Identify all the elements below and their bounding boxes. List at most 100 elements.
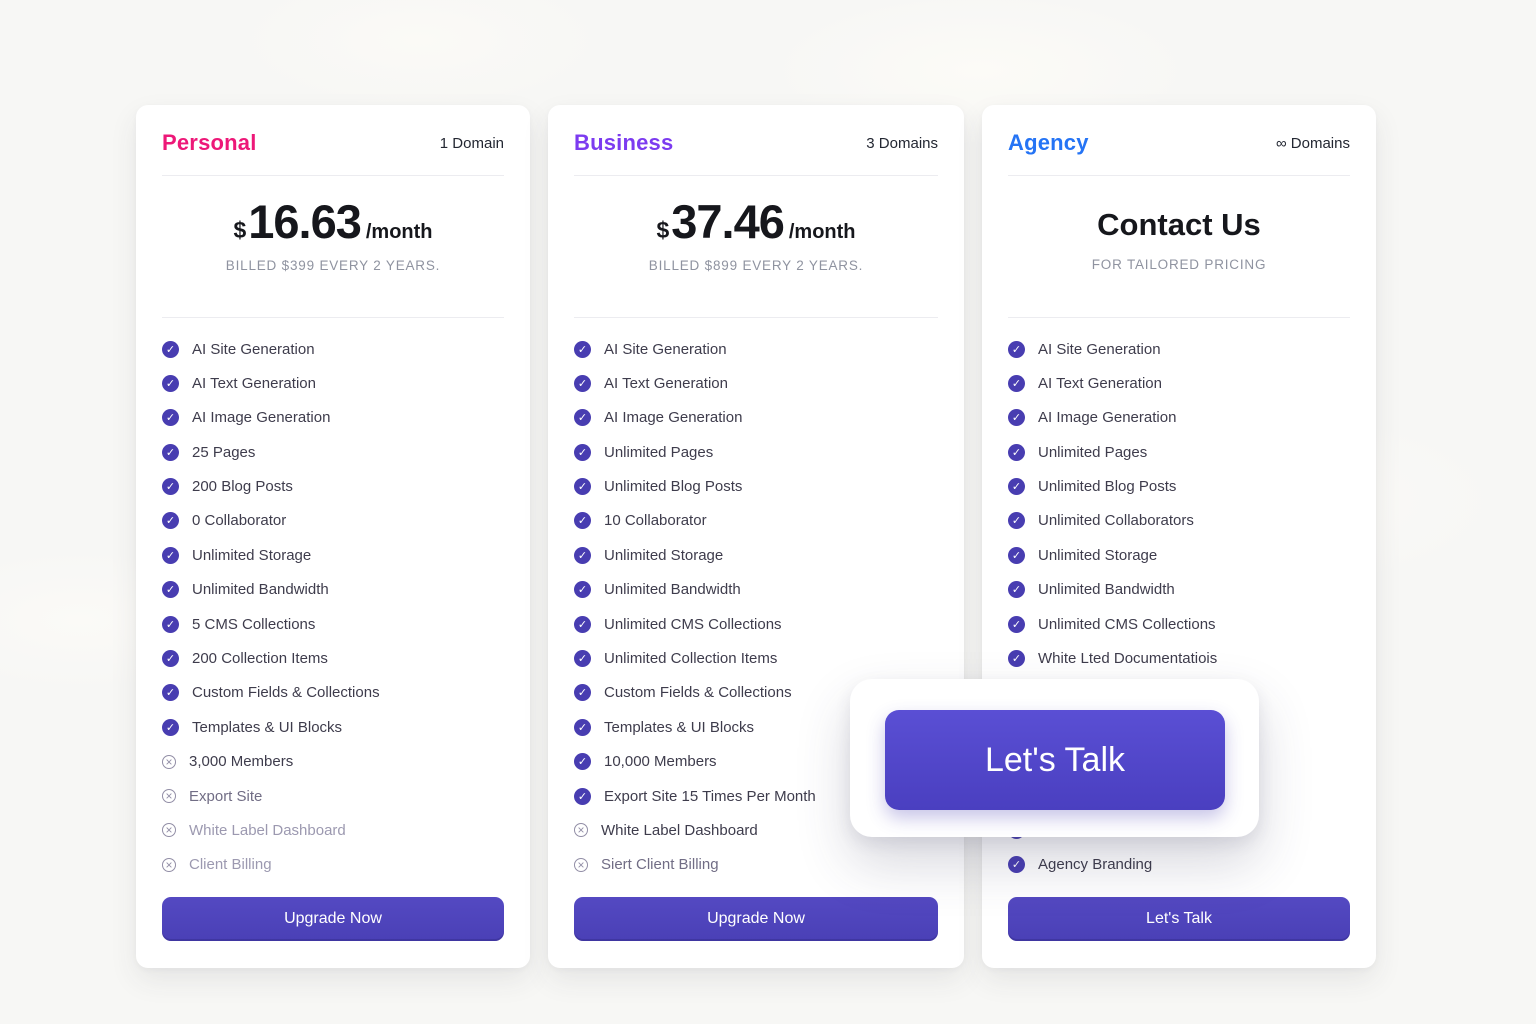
feature-label: Unlimited CMS Collections	[1038, 615, 1216, 633]
check-icon: ✓	[1008, 374, 1025, 392]
feature-list: ✓ AI Site Generation ✓ AI Text Generation ✓ A…	[162, 340, 504, 874]
feature-label: Templates & UI Blocks	[604, 718, 755, 736]
feature-row: × White Label Dashboard	[574, 821, 938, 839]
lets-talk-popup-button[interactable]: Let's Talk	[885, 710, 1225, 810]
feature-row: × 3,000 Members	[162, 753, 504, 771]
feature-row: ✓ Unlimited Bandwidth	[1008, 581, 1350, 599]
price-line: $ 37.46 /month	[574, 194, 938, 250]
check-icon: ✓	[574, 787, 591, 805]
feature-label: 0 Collaborator	[192, 512, 287, 530]
feature-row: ✓ Unlimited Blog Posts	[574, 478, 938, 496]
feature-row: ✓ 200 Collection Items	[162, 650, 504, 668]
feature-row: ✓ 10,000 Members	[574, 753, 938, 771]
cross-icon: ×	[574, 823, 588, 838]
feature-label: AI Site Generation	[604, 340, 727, 358]
check-icon: ✓	[162, 718, 179, 736]
feature-row: × White Label Dashboard	[162, 821, 504, 839]
feature-label: Siert Client Billing	[601, 856, 719, 874]
check-icon: ✓	[574, 684, 591, 702]
check-icon: ✓	[162, 443, 179, 461]
check-icon: ✓	[574, 615, 591, 633]
feature-label: 200 Blog Posts	[192, 478, 293, 496]
feature-row: ✓ Agency Branding	[1008, 856, 1350, 874]
check-icon: ✓	[574, 512, 591, 530]
feature-label: AI Image Generation	[192, 409, 331, 427]
feature-label: Client Billing	[189, 856, 272, 874]
contact-title: Contact Us	[1097, 207, 1261, 242]
feature-row: × Export Site	[162, 787, 504, 805]
check-icon: ✓	[162, 409, 179, 427]
feature-row: ✓ 10 Collaborator	[574, 512, 938, 530]
feature-label: Unlimited Storage	[604, 546, 724, 564]
lets-talk-button[interactable]: Let's Talk	[1008, 897, 1350, 941]
feature-row: × Siert Client Billing	[574, 856, 938, 874]
plan-name: Agency	[1008, 130, 1089, 155]
check-icon: ✓	[162, 546, 179, 564]
check-icon: ✓	[162, 478, 179, 496]
feature-row: ✓ Unlimited Pages	[574, 443, 938, 461]
check-icon: ✓	[162, 684, 179, 702]
divider	[162, 175, 504, 176]
feature-row: ✓ Unlimited CMS Collections	[574, 615, 938, 633]
check-icon: ✓	[574, 753, 591, 771]
feature-row: ✓ AI Text Generation	[162, 374, 504, 392]
feature-row: ✓ AI Image Generation	[162, 409, 504, 427]
cross-icon: ×	[162, 789, 176, 804]
card-header: Business 3 Domains	[574, 129, 938, 157]
feature-row: ✓ 0 Collaborator	[162, 512, 504, 530]
upgrade-now-button[interactable]: Upgrade Now	[162, 897, 504, 941]
upgrade-now-button[interactable]: Upgrade Now	[574, 897, 938, 941]
feature-row: ✓ Unlimited Storage	[1008, 546, 1350, 564]
check-icon: ✓	[574, 340, 591, 358]
feature-label: Unlimited Bandwidth	[1038, 581, 1175, 599]
feature-row: ✓ 200 Blog Posts	[162, 478, 504, 496]
feature-label: 25 Pages	[192, 443, 256, 461]
feature-label: White Label Dashboard	[601, 821, 758, 839]
feature-row: ✓ White Lted Documentatiois	[1008, 650, 1350, 668]
pricing-card-business: Business 3 Domains $ 37.46 /month BILLED…	[548, 105, 964, 968]
check-icon: ✓	[162, 512, 179, 530]
check-icon: ✓	[1008, 581, 1025, 599]
feature-row: ✓ AI Site Generation	[574, 340, 938, 358]
price-block: $ 37.46 /month BILLED $899 EVERY 2 YEARS…	[574, 176, 938, 318]
pricing-card-personal: Personal 1 Domain $ 16.63 /month BILLED …	[136, 105, 530, 968]
feature-label: 5 CMS Collections	[192, 615, 316, 633]
divider	[1008, 175, 1350, 176]
feature-row: ✓ Unlimited Storage	[574, 546, 938, 564]
price-period: /month	[788, 221, 856, 243]
feature-label: Unlimited Collection Items	[604, 650, 778, 668]
feature-row: ✓ Unlimited CMS Collections	[1008, 615, 1350, 633]
price-currency: $	[233, 217, 247, 243]
feature-row: ✓ Unlimited Collection Items	[574, 650, 938, 668]
check-icon: ✓	[574, 650, 591, 668]
feature-row: ✓ Templates & UI Blocks	[162, 718, 504, 736]
feature-label: 3,000 Members	[189, 753, 294, 771]
feature-label: AI Image Generation	[1038, 409, 1177, 427]
feature-label: AI Image Generation	[604, 409, 743, 427]
check-icon: ✓	[162, 374, 179, 392]
price-amount: 37.46	[671, 195, 785, 248]
check-icon: ✓	[1008, 409, 1025, 427]
plan-name: Personal	[162, 130, 257, 155]
feature-row: ✓ 25 Pages	[162, 443, 504, 461]
feature-label: Custom Fields & Collections	[192, 684, 380, 702]
feature-row: ✓ Unlimited Bandwidth	[574, 581, 938, 599]
check-icon: ✓	[162, 581, 179, 599]
check-icon: ✓	[1008, 512, 1025, 530]
check-icon: ✓	[1008, 340, 1025, 358]
check-icon: ✓	[574, 409, 591, 427]
feature-row: ✓ Unlimited Pages	[1008, 443, 1350, 461]
price-period: /month	[365, 221, 433, 243]
price-currency: $	[656, 217, 670, 243]
feature-label: White Lted Documentatiois	[1038, 650, 1218, 668]
feature-label: Unlimited Pages	[604, 443, 714, 461]
check-icon: ✓	[1008, 856, 1025, 874]
check-icon: ✓	[574, 374, 591, 392]
feature-label: Templates & UI Blocks	[192, 718, 343, 736]
check-icon: ✓	[1008, 615, 1025, 633]
feature-label: Unlimited Blog Posts	[604, 478, 743, 496]
pricing-cards: Personal 1 Domain $ 16.63 /month BILLED …	[136, 105, 1376, 968]
pricing-card-agency: Agency ∞ Domains Contact Us FOR TAILORED…	[982, 105, 1376, 968]
feature-row: ✓ Export Site 15 Times Per Month	[574, 787, 938, 805]
feature-row: ✓ Unlimited Blog Posts	[1008, 478, 1350, 496]
